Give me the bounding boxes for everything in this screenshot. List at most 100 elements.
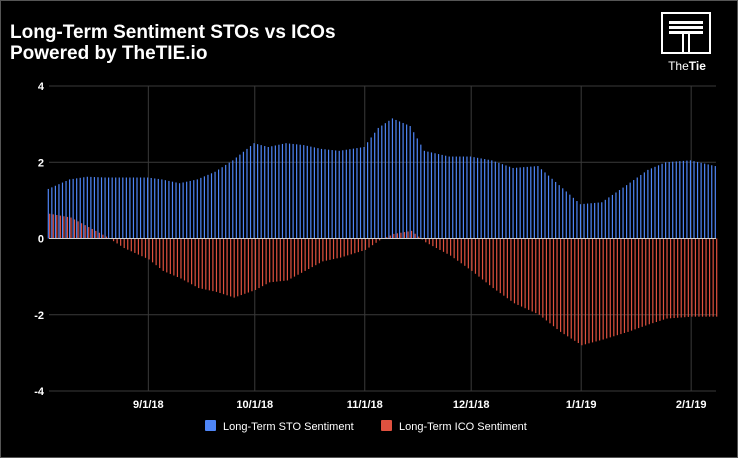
ico-bar bbox=[535, 238, 537, 314]
sto-bar bbox=[650, 168, 653, 239]
sto-bar bbox=[288, 143, 291, 239]
ico-bar bbox=[379, 238, 381, 241]
ico-bar bbox=[414, 233, 416, 239]
sto-bar bbox=[672, 161, 674, 239]
sto-bar bbox=[257, 144, 259, 239]
sto-bar bbox=[700, 162, 702, 239]
ico-bar bbox=[322, 238, 324, 262]
ico-bar bbox=[148, 238, 150, 260]
ico-bar bbox=[446, 238, 448, 254]
sto-bar bbox=[242, 151, 245, 239]
sto-bar bbox=[679, 161, 681, 239]
sto-bar bbox=[299, 144, 301, 239]
ico-bar bbox=[687, 238, 689, 317]
sto-bar bbox=[434, 153, 436, 239]
sto-bar bbox=[544, 172, 546, 239]
ico-bar bbox=[137, 238, 139, 255]
sto-bar bbox=[327, 149, 330, 239]
sto-bar bbox=[420, 144, 422, 239]
ico-bar bbox=[510, 238, 512, 301]
sto-bar bbox=[707, 164, 709, 239]
sto-bar bbox=[370, 137, 372, 239]
ico-bar bbox=[705, 238, 707, 317]
sto-bar bbox=[345, 149, 347, 239]
ico-bar bbox=[237, 238, 239, 297]
sto-bar bbox=[601, 202, 603, 239]
sto-bar bbox=[281, 143, 284, 239]
y-tick-label: 0 bbox=[38, 234, 44, 246]
ico-bar bbox=[159, 238, 161, 269]
ico-bar bbox=[641, 238, 643, 327]
ico-bar bbox=[520, 238, 523, 307]
sto-bar bbox=[331, 150, 333, 239]
sto-bar bbox=[484, 159, 486, 239]
ico-bar bbox=[432, 238, 434, 247]
ico-bar bbox=[95, 230, 97, 239]
sto-bar bbox=[665, 162, 667, 239]
sto-bar bbox=[476, 157, 479, 239]
ico-bar bbox=[162, 238, 164, 271]
sto-bar bbox=[171, 181, 174, 239]
sto-bar bbox=[398, 121, 401, 239]
sto-bar bbox=[704, 163, 706, 239]
ico-bar bbox=[407, 231, 409, 239]
ico-bar bbox=[428, 238, 430, 245]
ico-bar bbox=[481, 238, 484, 280]
ico-bar bbox=[698, 238, 700, 317]
ico-bar bbox=[180, 238, 182, 279]
ico-bar bbox=[208, 238, 210, 291]
sto-bar bbox=[413, 132, 415, 239]
ico-bar bbox=[123, 238, 125, 249]
ico-bar bbox=[343, 238, 345, 257]
sto-bar bbox=[480, 158, 482, 239]
ico-bar bbox=[538, 238, 540, 315]
sto-bar bbox=[448, 156, 450, 239]
ico-bar bbox=[84, 225, 86, 239]
ico-bar bbox=[272, 238, 274, 282]
ico-bar bbox=[659, 238, 661, 321]
sto-bar bbox=[157, 178, 159, 239]
ico-bar bbox=[283, 238, 285, 281]
sto-bar bbox=[193, 180, 195, 239]
ico-bar bbox=[393, 233, 395, 239]
ico-bar bbox=[684, 238, 686, 318]
the-tie-logo-icon bbox=[661, 12, 711, 54]
ico-bar bbox=[467, 238, 469, 269]
sto-bar bbox=[487, 159, 489, 239]
sto-bar bbox=[629, 182, 631, 239]
ico-bar bbox=[371, 238, 374, 246]
ico-bar bbox=[219, 238, 221, 294]
x-tick-label: 12/1/18 bbox=[453, 399, 490, 411]
ico-bar bbox=[634, 238, 636, 330]
ico-bar bbox=[261, 238, 264, 287]
sto-bar bbox=[711, 165, 713, 239]
sto-bar bbox=[636, 177, 638, 239]
ico-bar bbox=[325, 238, 328, 261]
ico-bar bbox=[630, 238, 633, 331]
ico-bar bbox=[549, 238, 551, 324]
ico-bar bbox=[595, 238, 597, 342]
sto-bar bbox=[249, 146, 252, 239]
sto-bar bbox=[200, 177, 202, 239]
sto-bar bbox=[519, 167, 521, 239]
ico-bar bbox=[673, 238, 675, 319]
sto-bar bbox=[115, 177, 117, 239]
ico-bar bbox=[233, 238, 235, 298]
sto-bar bbox=[572, 197, 574, 239]
ico-bar bbox=[311, 238, 313, 268]
sto-bar bbox=[622, 187, 624, 239]
ico-bar bbox=[329, 238, 331, 260]
sto-bar bbox=[384, 123, 386, 239]
x-tick-label: 9/1/18 bbox=[133, 399, 164, 411]
ico-bar bbox=[609, 238, 611, 338]
sto-bar bbox=[118, 177, 120, 239]
ico-bar bbox=[191, 238, 193, 285]
ico-bar bbox=[691, 238, 693, 317]
ico-bar bbox=[276, 238, 278, 282]
ico-bar bbox=[88, 227, 90, 239]
sto-bar bbox=[349, 149, 351, 239]
sto-bar bbox=[391, 118, 394, 239]
sto-bar bbox=[68, 179, 71, 239]
ico-bar bbox=[712, 238, 714, 317]
ico-bar bbox=[567, 238, 569, 337]
